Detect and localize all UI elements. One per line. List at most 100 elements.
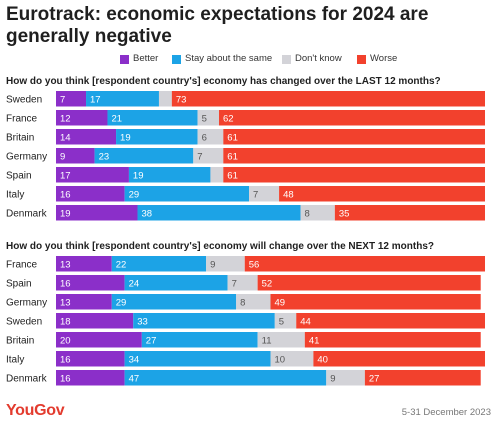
value-label-worse-denmark: 35 [339, 208, 350, 219]
value-label-better-france: 12 [60, 113, 71, 124]
row-label-britain: Britain [6, 335, 34, 346]
bar-worse-france [244, 256, 485, 272]
bar-better-italy [56, 186, 125, 202]
value-label-stay-about-the-same-france: 22 [116, 259, 127, 270]
bar-don-t-know-france [206, 256, 245, 272]
bar-better-britain [56, 129, 117, 145]
bar-stay-about-the-same-france [107, 110, 198, 126]
bar-stay-about-the-same-italy [124, 186, 250, 202]
value-label-stay-about-the-same-britain: 19 [120, 132, 131, 143]
bar-don-t-know-britain [197, 129, 224, 145]
value-label-stay-about-the-same-italy: 29 [129, 189, 140, 200]
value-label-stay-about-the-same-germany: 29 [116, 297, 127, 308]
value-label-don-t-know-denmark: 8 [305, 208, 310, 219]
bar-better-france [56, 256, 112, 272]
bar-better-germany [56, 294, 112, 310]
row-label-italy: Italy [6, 189, 24, 200]
legend-swatch-worse [357, 55, 366, 64]
value-label-better-italy: 16 [60, 189, 71, 200]
bar-better-sweden [56, 91, 87, 107]
row-label-france: France [6, 259, 38, 270]
row-label-germany: Germany [6, 151, 47, 162]
bar-better-germany [56, 148, 95, 164]
row-label-britain: Britain [6, 132, 34, 143]
value-label-stay-about-the-same-denmark: 47 [129, 373, 140, 384]
bar-stay-about-the-same-sweden [133, 313, 275, 329]
value-label-stay-about-the-same-spain: 24 [129, 278, 140, 289]
row-label-italy: Italy [6, 354, 24, 365]
value-label-stay-about-the-same-sweden: 17 [90, 94, 101, 105]
row-label-denmark: Denmark [6, 373, 48, 384]
bar-worse-spain [257, 275, 481, 291]
bar-stay-about-the-same-denmark [137, 205, 301, 221]
legend-swatch-dontknow [282, 55, 291, 64]
bar-worse-germany [223, 148, 485, 164]
value-label-stay-about-the-same-germany: 23 [99, 151, 110, 162]
value-label-better-denmark: 16 [60, 373, 71, 384]
bar-worse-sweden [171, 91, 485, 107]
row-label-france: France [6, 113, 38, 124]
bar-don-t-know-germany [193, 148, 224, 164]
value-label-don-t-know-germany: 8 [240, 297, 245, 308]
value-label-stay-about-the-same-italy: 34 [129, 354, 140, 365]
value-label-stay-about-the-same-denmark: 38 [142, 208, 153, 219]
bar-stay-about-the-same-italy [124, 351, 271, 367]
chart-title: Eurotrack: economic expectations for 202… [6, 4, 429, 47]
bar-stay-about-the-same-germany [94, 148, 194, 164]
value-label-don-t-know-italy: 10 [275, 354, 286, 365]
bar-don-t-know-britain [257, 332, 305, 348]
bar-better-sweden [56, 313, 134, 329]
bar-worse-italy [279, 186, 485, 202]
value-label-stay-about-the-same-sweden: 33 [137, 316, 148, 327]
bar-worse-spain [223, 167, 485, 183]
value-label-better-sweden: 18 [60, 316, 71, 327]
bar-better-spain [56, 275, 125, 291]
bar-don-t-know-denmark [300, 205, 335, 221]
value-label-better-spain: 17 [60, 170, 71, 181]
row-label-spain: Spain [6, 170, 32, 181]
bar-don-t-know-france [197, 110, 220, 126]
value-label-worse-germany: 49 [275, 297, 286, 308]
value-label-worse-germany: 61 [227, 151, 238, 162]
value-label-worse-france: 56 [249, 259, 260, 270]
legend-swatch-better [120, 55, 129, 64]
value-label-stay-about-the-same-britain: 27 [146, 335, 157, 346]
bar-don-t-know-italy [249, 186, 280, 202]
bar-worse-italy [313, 351, 485, 367]
bar-don-t-know-spain [227, 275, 258, 291]
bar-better-denmark [56, 370, 125, 386]
legend-label-worse: Worse [370, 53, 398, 64]
value-label-better-spain: 16 [60, 278, 71, 289]
bar-don-t-know-germany [236, 294, 271, 310]
row-label-spain: Spain [6, 278, 32, 289]
bar-stay-about-the-same-britain [141, 332, 258, 348]
value-label-worse-sweden: 44 [300, 316, 311, 327]
value-label-don-t-know-france: 9 [210, 259, 215, 270]
value-label-worse-france: 62 [223, 113, 234, 124]
bar-stay-about-the-same-denmark [124, 370, 327, 386]
bar-better-britain [56, 332, 142, 348]
row-label-germany: Germany [6, 297, 47, 308]
value-label-better-france: 13 [60, 259, 71, 270]
value-label-better-britain: 14 [60, 132, 71, 143]
question-next-12-months: How do you think [respondent country's] … [6, 241, 434, 252]
bar-stay-about-the-same-britain [116, 129, 198, 145]
row-label-sweden: Sweden [6, 316, 42, 327]
bar-don-t-know-spain [210, 167, 224, 183]
value-label-worse-sweden: 73 [176, 94, 187, 105]
value-label-better-germany: 9 [60, 151, 65, 162]
bar-better-france [56, 110, 108, 126]
row-label-denmark: Denmark [6, 208, 48, 219]
bar-don-t-know-italy [270, 351, 314, 367]
value-label-worse-britain: 61 [227, 132, 238, 143]
bar-better-italy [56, 351, 125, 367]
value-label-worse-spain: 61 [227, 170, 238, 181]
value-label-worse-spain: 52 [262, 278, 273, 289]
bar-stay-about-the-same-spain [124, 275, 228, 291]
bar-don-t-know-sweden [158, 91, 172, 107]
bar-stay-about-the-same-france [111, 256, 207, 272]
bar-worse-denmark [334, 205, 485, 221]
value-label-worse-italy: 48 [283, 189, 294, 200]
value-label-better-germany: 13 [60, 297, 71, 308]
value-label-don-t-know-france: 5 [202, 113, 207, 124]
